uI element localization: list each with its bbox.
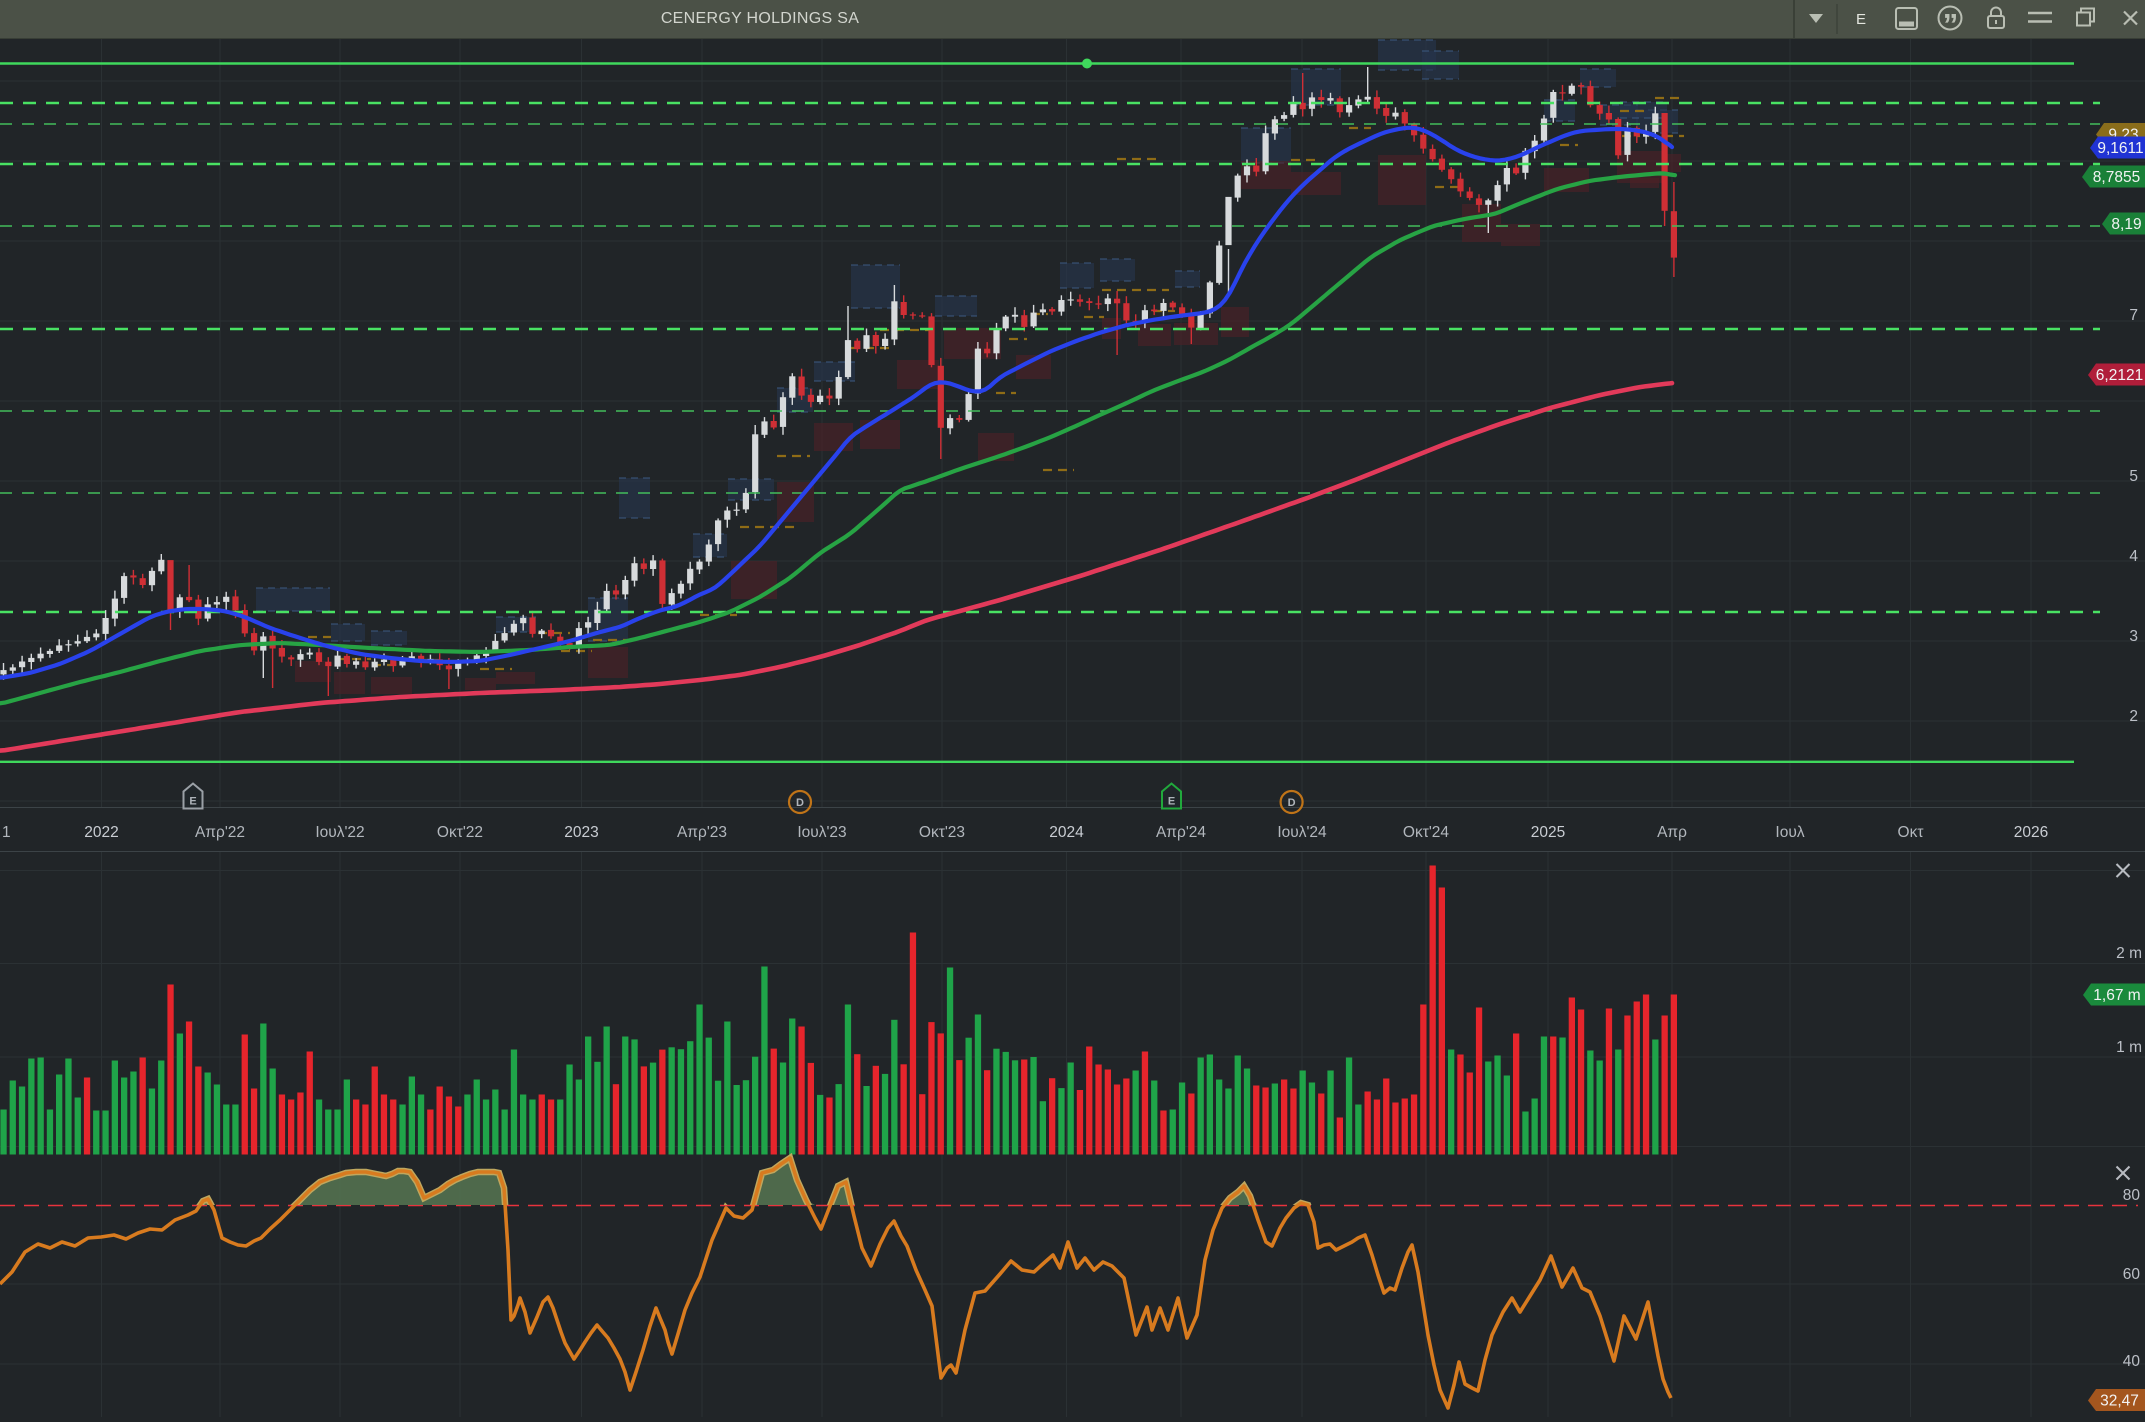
svg-text:5: 5 bbox=[2129, 468, 2138, 485]
svg-text:8,7855: 8,7855 bbox=[2093, 169, 2140, 186]
svg-text:32,47: 32,47 bbox=[2100, 1393, 2139, 1410]
svg-text:Απρ: Απρ bbox=[1657, 824, 1687, 841]
svg-text:Οκτ'22: Οκτ'22 bbox=[437, 824, 483, 841]
svg-text:D: D bbox=[1288, 797, 1296, 809]
svg-text:D: D bbox=[796, 797, 804, 809]
svg-text:8,19: 8,19 bbox=[2111, 216, 2141, 233]
svg-text:Οκτ'23: Οκτ'23 bbox=[919, 824, 965, 841]
svg-text:Απρ'23: Απρ'23 bbox=[677, 824, 727, 841]
svg-text:2023: 2023 bbox=[564, 824, 598, 841]
svg-text:2025: 2025 bbox=[1531, 824, 1565, 841]
svg-text:E: E bbox=[189, 796, 196, 808]
svg-text:40: 40 bbox=[2123, 1353, 2141, 1370]
svg-text:2024: 2024 bbox=[1049, 824, 1084, 841]
svg-text:1 m: 1 m bbox=[2116, 1039, 2142, 1056]
svg-text:9,1611: 9,1611 bbox=[2097, 140, 2143, 157]
svg-text:E: E bbox=[1856, 11, 1866, 28]
svg-text:Ιουλ'24: Ιουλ'24 bbox=[1277, 824, 1327, 841]
svg-text:2026: 2026 bbox=[2014, 824, 2048, 841]
svg-text:Ιουλ'23: Ιουλ'23 bbox=[797, 824, 846, 841]
svg-text:7: 7 bbox=[2129, 307, 2138, 324]
svg-text:60: 60 bbox=[2123, 1266, 2141, 1283]
svg-text:3: 3 bbox=[2129, 628, 2138, 645]
svg-text:Απρ'24: Απρ'24 bbox=[1156, 824, 1206, 841]
svg-text:2: 2 bbox=[2129, 708, 2138, 725]
svg-text:Ιουλ: Ιουλ bbox=[1775, 824, 1804, 841]
svg-text:Οκτ: Οκτ bbox=[1898, 824, 1924, 841]
svg-text:”: ” bbox=[1943, 7, 1959, 38]
svg-text:1,67 m: 1,67 m bbox=[2093, 987, 2140, 1004]
svg-text:1: 1 bbox=[2, 824, 11, 841]
svg-text:4: 4 bbox=[2129, 548, 2138, 565]
svg-text:2 m: 2 m bbox=[2116, 945, 2142, 962]
svg-text:Οκτ'24: Οκτ'24 bbox=[1403, 824, 1450, 841]
svg-text:E: E bbox=[1168, 796, 1175, 808]
svg-text:Απρ'22: Απρ'22 bbox=[195, 824, 245, 841]
svg-text:Ιουλ'22: Ιουλ'22 bbox=[315, 824, 364, 841]
svg-text:2022: 2022 bbox=[84, 824, 118, 841]
svg-text:80: 80 bbox=[2123, 1187, 2141, 1204]
svg-text:6,2121: 6,2121 bbox=[2096, 367, 2143, 384]
